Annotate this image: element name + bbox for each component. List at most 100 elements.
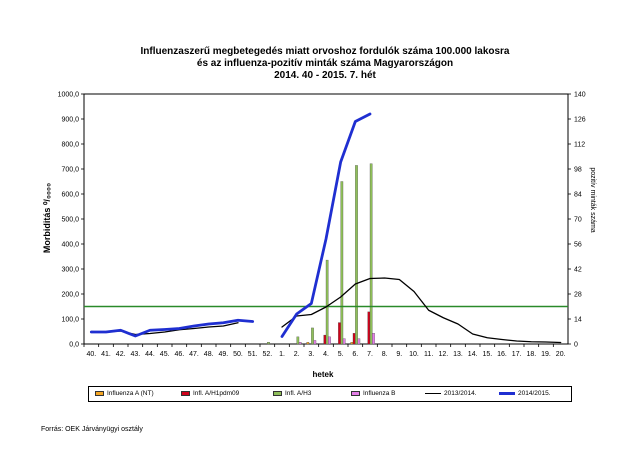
title-line-1: Influenzaszerű megbetegedés miatt orvosh… [140,46,510,57]
bar [367,311,371,345]
y2-tick-label: 140 [574,92,586,99]
legend-item-b: Influenza B [351,389,396,398]
bar [372,333,375,345]
legend-label-2014: 2014/2015. [518,390,551,397]
legend-item-a-nt: Influenza A (NT) [95,389,154,398]
x-tick-label: 49. [218,351,228,358]
x-tick-label: 3. [308,351,314,358]
y-tick-label: 200,0 [61,292,79,299]
x-tick-label: 4. [323,351,329,358]
y2-tick-label: 126 [574,117,586,124]
x-tick-label: 18. [526,351,536,358]
series-line-2014-2015 [89,318,255,338]
legend-label-h1: Infl. A/H1pdm09 [193,390,240,397]
y-tick-label: 800,0 [61,142,79,149]
x-tick-label: 48. [204,351,214,358]
x-tick-label: 43. [130,351,140,358]
x-tick-label: 45. [160,351,170,358]
line-group [84,112,568,344]
y-tick-label: 300,0 [61,267,79,274]
bar [357,338,361,345]
legend: Influenza A (NT) Infl. A/H1pdm09 Infl. A… [88,386,572,402]
x-tick-label: 14. [468,351,478,358]
x-tick-label: 16. [497,351,507,358]
axis-group: 0,0 100,0 200,0 300,0 400,0 500,0 600,0 700,0 80… [58,92,586,359]
x-tick-label: 40. [86,351,96,358]
legend-label-b: Influenza B [363,390,396,397]
x-tick-label: 46. [174,351,184,358]
y2-axis-label: pozitív minták száma [589,167,596,232]
y-tick-label: 500,0 [61,217,79,224]
legend-line-2014 [499,391,515,395]
y-tick-label: 100,0 [61,317,79,324]
x-tick-label: 50. [233,351,243,358]
y-tick-label: 1000,0 [58,92,80,99]
legend-item-2013: 2013/2014. [425,389,477,398]
bar [342,338,346,345]
x-tick-label: 41. [101,351,111,358]
bar [369,163,373,345]
bar [298,342,302,345]
legend-item-2014: 2014/2015. [499,389,551,398]
bar [352,333,356,345]
bar [325,259,329,345]
y-tick-label: 0,0 [69,342,79,349]
x-tick-label: 6. [352,351,358,358]
y-axis-label: Morbiditás ⁰/₀₀₀₀ [42,183,52,253]
x-axis-label: hetek [313,370,334,379]
legend-swatch-h3 [273,390,282,396]
legend-item-h3: Infl. A/H3 [273,389,311,398]
bar [328,336,331,345]
y2-tick-label: 28 [574,292,582,299]
x-tick-label: 47. [189,351,199,358]
legend-label-2013: 2013/2014. [444,390,477,397]
y-tick-label: 600,0 [61,192,79,199]
bar [296,336,300,345]
y2-tick-label: 0 [574,342,578,349]
x-tick-label: 5. [338,351,344,358]
bar [350,342,354,345]
title-line-2: és az influenza-pozitív minták száma Mag… [196,58,454,69]
x-tick-label: 44. [145,351,155,358]
y2-tick-label: 42 [574,267,582,274]
legend-item-h1: Infl. A/H1pdm09 [181,389,239,398]
bar [340,181,344,345]
x-tick-label: 8. [382,351,388,358]
bar [338,322,341,345]
bar [355,165,358,345]
x-tick-label: 17. [512,351,522,358]
source-note: Forrás: OEK Járványügyi osztály [41,426,143,433]
bar [306,342,310,345]
title-line-3: 2014. 40 - 2015. 7. hét [274,70,376,81]
y-tick-label: 900,0 [61,117,79,124]
x-tick-label: 19. [541,351,551,358]
x-tick-label: 12. [438,351,448,358]
x-tick-label: 42. [116,351,126,358]
x-tick-label: 13. [453,351,463,358]
legend-swatch-a-nt [95,390,104,396]
x-tick-label: 15. [482,351,492,358]
x-tick-label: 9. [396,351,402,358]
x-tick-label: 51. [248,351,258,358]
bar [313,340,317,345]
legend-label-a-nt: Influenza A (NT) [107,390,154,397]
x-tick-label: 7. [367,351,373,358]
series-line-2013-2014 [281,277,562,344]
legend-swatch-b [351,390,360,396]
y2-tick-label: 56 [574,242,582,249]
bar [311,327,314,345]
bar [323,334,327,345]
y-tick-label: 400,0 [61,242,79,249]
x-tick-label: 11. [424,351,433,358]
bar-group [267,163,375,345]
y2-tick-label: 98 [574,167,582,174]
legend-line-2013 [425,392,441,394]
legend-swatch-h1 [181,390,190,396]
bar [267,342,270,345]
x-tick-label: 52. [262,351,272,358]
x-tick-label: 10. [409,351,419,358]
y2-tick-label: 112 [574,142,585,149]
x-tick-label: 20. [556,351,566,358]
x-tick-label: 2. [294,351,300,358]
